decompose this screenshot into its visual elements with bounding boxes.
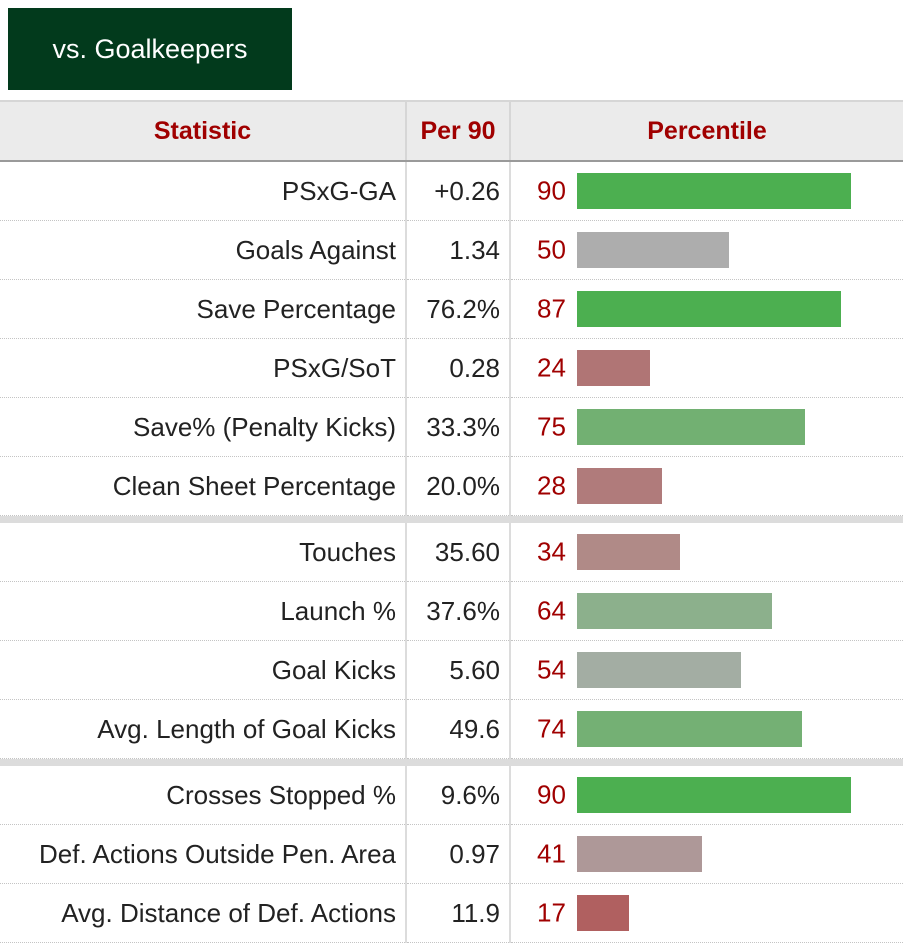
percentile-value: 24 xyxy=(537,352,566,383)
statistic-header: Statistic xyxy=(0,100,407,162)
percentile-value: 28 xyxy=(537,470,566,501)
percentile-cell: 54 xyxy=(510,640,903,700)
group-separator-cell xyxy=(0,515,903,523)
percentile-bar xyxy=(577,895,629,931)
percentile-cell: 74 xyxy=(510,699,903,759)
percentile-bar xyxy=(577,534,680,570)
per90-cell: 0.28 xyxy=(406,338,511,398)
table-row: Goal Kicks 5.60 54 xyxy=(0,640,903,700)
percentile-bar xyxy=(577,777,851,813)
per90-cell: 0.97 xyxy=(406,824,511,884)
group-separator xyxy=(0,515,903,523)
group-separator xyxy=(0,758,903,766)
tab-bar: vs. Goalkeepers xyxy=(0,0,903,100)
per90-cell: 1.34 xyxy=(406,220,511,280)
percentile-cell: 24 xyxy=(510,338,903,398)
scouting-report-table: Statistic Per 90 Percentile PSxG-GA +0.26… xyxy=(0,100,903,943)
percentile-cell: 90 xyxy=(510,161,903,221)
percentile-value: 74 xyxy=(537,713,566,744)
percentile-bar xyxy=(577,468,662,504)
per90-cell: 33.3% xyxy=(406,397,511,457)
percentile-bar xyxy=(577,173,851,209)
percentile-cell: 64 xyxy=(510,581,903,641)
statistic-cell: PSxG/SoT xyxy=(0,338,407,398)
per90-header: Per 90 xyxy=(406,100,511,162)
percentile-value: 75 xyxy=(537,411,566,442)
per90-cell: 37.6% xyxy=(406,581,511,641)
table-header-row: Statistic Per 90 Percentile xyxy=(0,100,903,162)
table-row: Launch % 37.6% 64 xyxy=(0,581,903,641)
per90-cell: 9.6% xyxy=(406,766,511,825)
statistic-cell: Goals Against xyxy=(0,220,407,280)
statistic-cell: Crosses Stopped % xyxy=(0,766,407,825)
statistic-cell: Avg. Length of Goal Kicks xyxy=(0,699,407,759)
percentile-bar xyxy=(577,409,805,445)
table-row: Avg. Distance of Def. Actions 11.9 17 xyxy=(0,883,903,943)
percentile-header: Percentile xyxy=(510,100,903,162)
percentile-bar xyxy=(577,652,741,688)
per90-cell: 5.60 xyxy=(406,640,511,700)
percentile-value: 64 xyxy=(537,595,566,626)
percentile-value: 50 xyxy=(537,234,566,265)
statistic-cell: Launch % xyxy=(0,581,407,641)
statistic-cell: Save Percentage xyxy=(0,279,407,339)
statistic-cell: Avg. Distance of Def. Actions xyxy=(0,883,407,943)
percentile-value: 87 xyxy=(537,293,566,324)
table-row: Avg. Length of Goal Kicks 49.6 74 xyxy=(0,699,903,759)
statistic-cell: Touches xyxy=(0,523,407,582)
per90-cell: 20.0% xyxy=(406,456,511,516)
per90-cell: 49.6 xyxy=(406,699,511,759)
percentile-value: 54 xyxy=(537,654,566,685)
percentile-bar xyxy=(577,593,772,629)
statistic-cell: Clean Sheet Percentage xyxy=(0,456,407,516)
percentile-cell: 90 xyxy=(510,766,903,825)
percentile-bar xyxy=(577,232,729,268)
table-row: Touches 35.60 34 xyxy=(0,523,903,582)
table-row: Clean Sheet Percentage 20.0% 28 xyxy=(0,456,903,516)
table-row: PSxG-GA +0.26 90 xyxy=(0,161,903,221)
per90-cell: 76.2% xyxy=(406,279,511,339)
percentile-cell: 28 xyxy=(510,456,903,516)
statistic-cell: Def. Actions Outside Pen. Area xyxy=(0,824,407,884)
percentile-bar xyxy=(577,291,841,327)
statistic-cell: Save% (Penalty Kicks) xyxy=(0,397,407,457)
percentile-cell: 17 xyxy=(510,883,903,943)
percentile-value: 41 xyxy=(537,838,566,869)
table-row: Save% (Penalty Kicks) 33.3% 75 xyxy=(0,397,903,457)
statistic-cell: Goal Kicks xyxy=(0,640,407,700)
percentile-bar xyxy=(577,836,702,872)
tab-vs-goalkeepers[interactable]: vs. Goalkeepers xyxy=(8,8,292,90)
table-row: Def. Actions Outside Pen. Area 0.97 41 xyxy=(0,824,903,884)
percentile-cell: 34 xyxy=(510,523,903,582)
percentile-cell: 50 xyxy=(510,220,903,280)
table-row: Crosses Stopped % 9.6% 90 xyxy=(0,766,903,825)
percentile-bar xyxy=(577,350,650,386)
percentile-value: 90 xyxy=(537,779,566,810)
table-body: PSxG-GA +0.26 90 Goals Against 1.34 50 Save Pe… xyxy=(0,161,903,943)
percentile-cell: 41 xyxy=(510,824,903,884)
statistic-cell: PSxG-GA xyxy=(0,161,407,221)
percentile-value: 17 xyxy=(537,897,566,928)
percentile-cell: 75 xyxy=(510,397,903,457)
table-row: Save Percentage 76.2% 87 xyxy=(0,279,903,339)
per90-cell: 11.9 xyxy=(406,883,511,943)
table-row: PSxG/SoT 0.28 24 xyxy=(0,338,903,398)
percentile-bar xyxy=(577,711,802,747)
group-separator-cell xyxy=(0,758,903,766)
table-row: Goals Against 1.34 50 xyxy=(0,220,903,280)
percentile-cell: 87 xyxy=(510,279,903,339)
per90-cell: 35.60 xyxy=(406,523,511,582)
percentile-value: 34 xyxy=(537,536,566,567)
per90-cell: +0.26 xyxy=(406,161,511,221)
percentile-value: 90 xyxy=(537,175,566,206)
